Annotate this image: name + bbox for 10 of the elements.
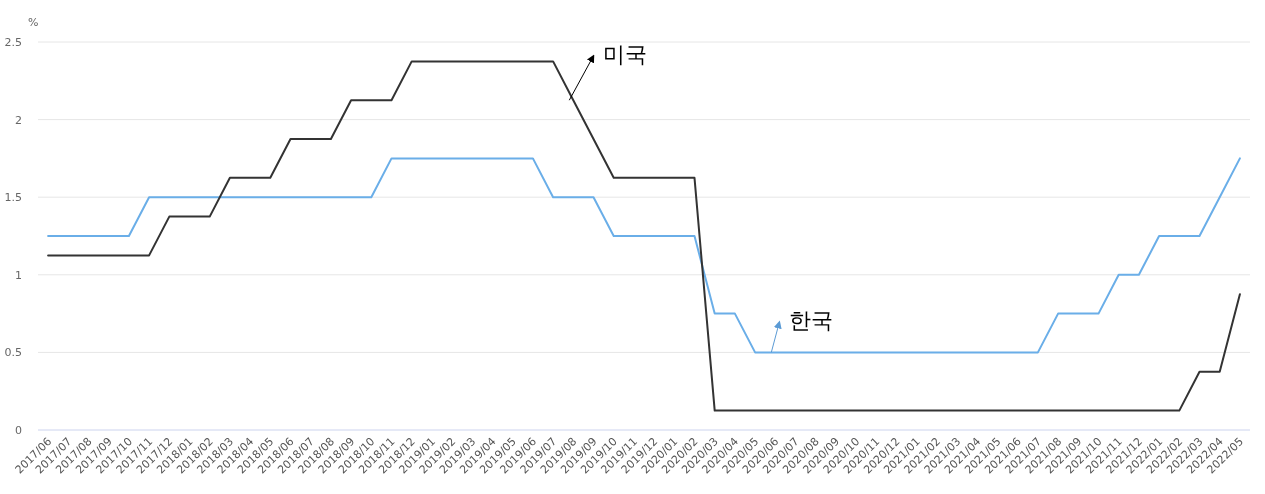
- y-tick-label: 1.5: [4, 191, 22, 205]
- y-tick-label: 2.5: [4, 36, 22, 49]
- line-series: [47, 157, 1241, 354]
- y-tick-label: 2: [15, 113, 22, 127]
- annotation: 한국: [789, 308, 834, 334]
- y-tick-label: 0: [15, 424, 22, 437]
- annotation: 미국: [603, 42, 648, 68]
- y-tick-label: 1: [15, 268, 22, 282]
- y-axis-title: %: [28, 16, 39, 29]
- y-tick-label: 0.5: [4, 346, 22, 360]
